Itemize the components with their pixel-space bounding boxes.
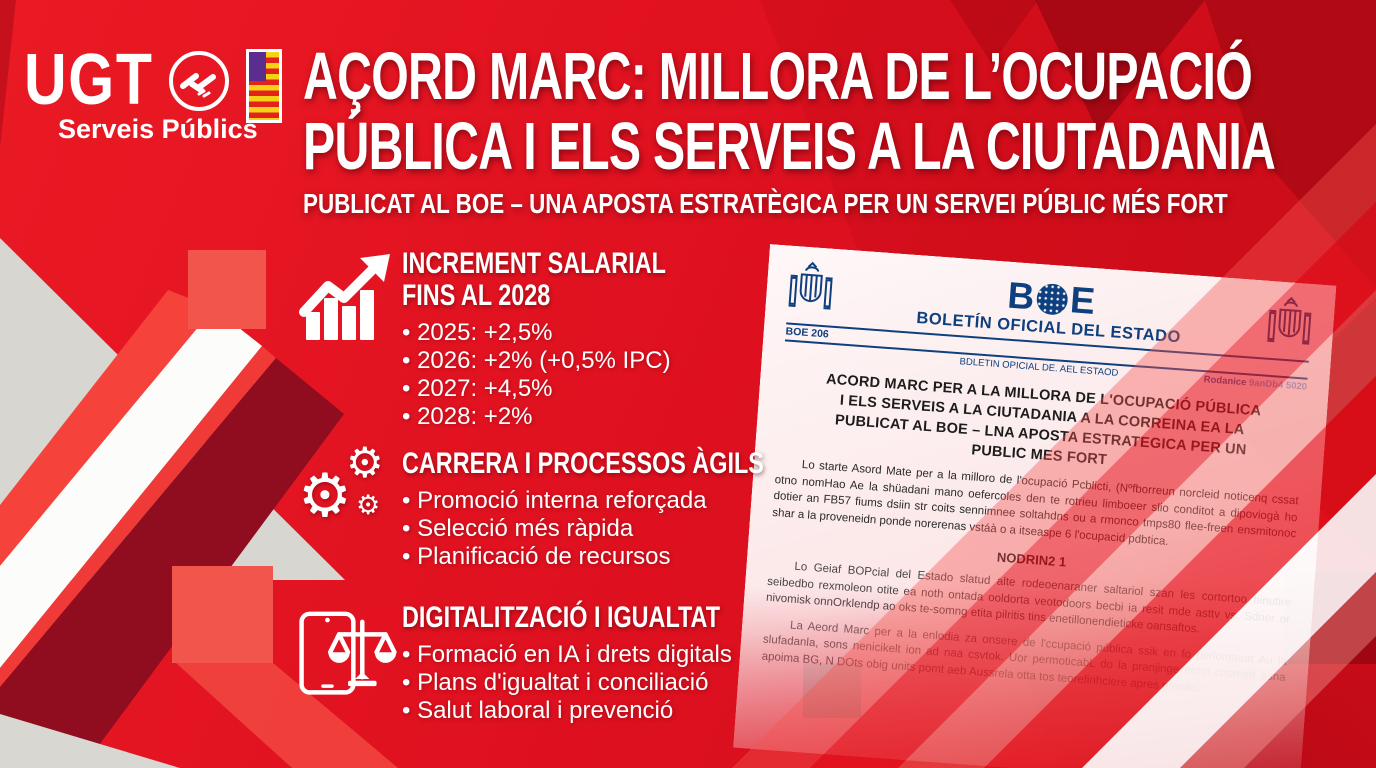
- coat-of-arms-icon: [1267, 296, 1312, 345]
- main-title-line-2: PÚBLICA I ELS SERVEIS A LA CIUTADANIA: [303, 109, 1276, 184]
- bullet-item: 2027: +4,5%: [402, 375, 740, 403]
- bullet-item: Planificació de recursos: [402, 543, 866, 571]
- bullet-item: Plans d'igualtat i conciliació: [402, 669, 810, 697]
- main-subtitle: PUBLICAT AL BOE – UNA APOSTA ESTRATÈGICA…: [303, 188, 1228, 219]
- section-bullets: 2025: +2,5% 2026: +2% (+0,5% IPC) 2027: …: [402, 319, 740, 431]
- gear-medium-icon: ⚙: [346, 438, 384, 487]
- boe-logo-o-icon: [1035, 282, 1069, 316]
- gear-large-icon: ⚙: [298, 461, 352, 531]
- bg-square-top: [188, 250, 266, 329]
- bullet-item: Salut laboral i prevenció: [402, 697, 810, 725]
- flag-badge: [246, 49, 282, 123]
- bullet-item: Formació en IA i drets digitals: [402, 641, 810, 669]
- bullet-item: Promoció interna reforçada: [402, 487, 866, 515]
- section-bullets: Promoció interna reforçada Selecció més …: [402, 487, 866, 571]
- section-bullets: Formació en IA i drets digitals Plans d'…: [402, 641, 810, 725]
- bullet-item: 2028: +2%: [402, 403, 740, 431]
- boe-date-label: Rodanice: [1203, 374, 1247, 389]
- section-title: INCREMENT SALARIAL: [402, 247, 666, 280]
- bg-square-bottom: [172, 566, 273, 663]
- coat-of-arms-icon: [788, 261, 833, 310]
- section-digitalitzacio: DIGITALITZACIÓ I IGUALTAT Formació en IA…: [298, 602, 810, 725]
- main-title-line-1: AÇORD MARC: MILLORA DE L’OCUPACIÓ: [303, 39, 1253, 114]
- flag-canton: [249, 52, 266, 81]
- ugt-logo-subtitle: Serveis Públics: [58, 114, 258, 144]
- section-carrera: ⚙ ⚙ ⚙ CARRERA I PROCESSOS ÀGILS Promoció…: [298, 442, 866, 571]
- section-title: DIGITALITZACIÓ I IGUALTAT: [402, 601, 721, 634]
- bullet-item: 2025: +2,5%: [402, 319, 740, 347]
- bullet-item: Selecció més ràpida: [402, 515, 866, 543]
- section-title: CARRERA I PROCESSOS ÀGILS: [402, 447, 764, 480]
- boe-logo-b: B: [1006, 274, 1035, 318]
- boe-logo-e: E: [1068, 279, 1096, 322]
- growth-chart-icon: [299, 254, 390, 340]
- section-title-line2: FINS AL 2028: [402, 279, 551, 312]
- gear-small-icon: ⚙: [356, 490, 381, 521]
- ugt-logo-text: UGT: [24, 40, 154, 120]
- handshake-icon: [169, 51, 229, 111]
- section-increment-salarial: INCREMENT SALARIAL FINS AL 2028 2025: +2…: [298, 248, 740, 431]
- tablet-scales-icon: [299, 611, 397, 695]
- boe-meta-spacer: [784, 343, 875, 361]
- bullet-item: 2026: +2% (+0,5% IPC): [402, 347, 740, 375]
- boe-date-value: 9anDb4 5020: [1248, 377, 1308, 393]
- gears-icon: ⚙ ⚙ ⚙: [298, 442, 398, 550]
